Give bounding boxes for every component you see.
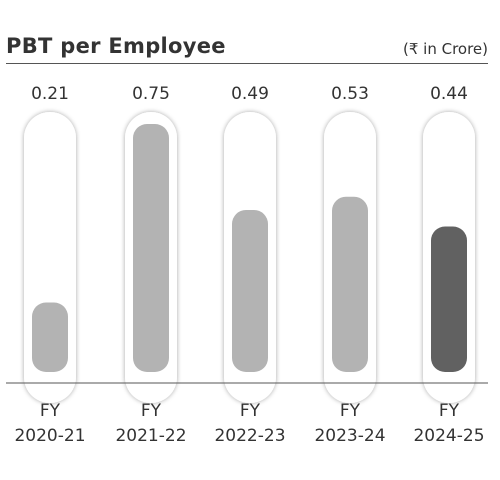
title-divider bbox=[6, 63, 488, 64]
data-label: 0.75 bbox=[132, 84, 170, 104]
unit-label: (₹ in Crore) bbox=[402, 40, 488, 58]
bar bbox=[332, 196, 368, 372]
data-label: 0.21 bbox=[31, 84, 69, 104]
chart-title: PBT per Employee bbox=[6, 34, 226, 58]
category-label: 2022-23 bbox=[214, 426, 285, 446]
bar bbox=[431, 226, 467, 372]
data-label: 0.53 bbox=[331, 84, 369, 104]
category-label: FY bbox=[340, 401, 361, 421]
category-label: 2020-21 bbox=[14, 426, 85, 446]
bar bbox=[133, 124, 169, 372]
category-label: 2024-25 bbox=[413, 426, 484, 446]
category-label: FY bbox=[240, 401, 261, 421]
data-label: 0.44 bbox=[430, 84, 468, 104]
category-label: FY bbox=[40, 401, 61, 421]
category-label: 2021-22 bbox=[115, 426, 186, 446]
bar bbox=[32, 302, 68, 372]
bar bbox=[232, 209, 268, 372]
category-label: FY bbox=[439, 401, 460, 421]
category-label: 2023-24 bbox=[314, 426, 385, 446]
data-label: 0.49 bbox=[231, 84, 269, 104]
category-label: FY bbox=[141, 401, 162, 421]
